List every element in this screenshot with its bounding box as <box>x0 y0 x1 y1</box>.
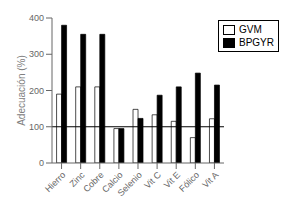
svg-text:Zinc: Zinc <box>67 169 87 189</box>
svg-text:Cobre: Cobre <box>81 169 106 195</box>
html-text:GVM: GVM <box>239 24 262 35</box>
svg-text:0: 0 <box>39 158 44 168</box>
svg-text:300: 300 <box>29 49 44 59</box>
svg-text:Calcio: Calcio <box>100 169 125 195</box>
html-text:BPGYR: BPGYR <box>239 37 274 48</box>
svg-text:Hierro: Hierro <box>43 170 67 194</box>
svg-text:Vit A: Vit A <box>200 170 220 190</box>
svg-text:200: 200 <box>29 86 44 96</box>
svg-text:100: 100 <box>29 122 44 132</box>
svg-text:Selenio: Selenio <box>116 170 144 198</box>
svg-text:400: 400 <box>29 13 44 23</box>
svg-text:Vit E: Vit E <box>161 169 183 191</box>
svg-text:Fólico: Fólico <box>177 170 201 194</box>
svg-text:Adecuación (%): Adecuación (%) <box>16 55 27 126</box>
svg-text:Vit C: Vit C <box>142 170 163 191</box>
